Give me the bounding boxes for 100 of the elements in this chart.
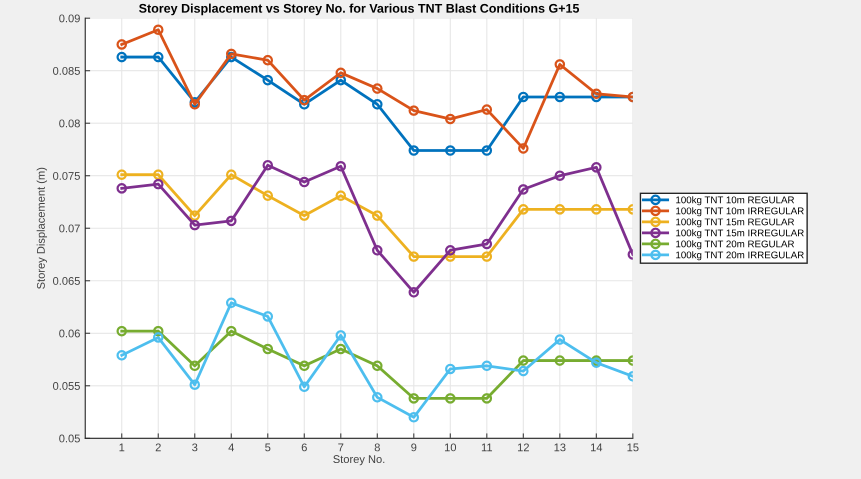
x-tick-label: 8: [374, 443, 380, 452]
legend-label: 100kg TNT 20m IRREGULAR: [676, 251, 804, 260]
point: [554, 204, 566, 215]
x-tick-label: 14: [590, 444, 602, 452]
point: [336, 330, 346, 341]
point: [482, 360, 492, 372]
point: [408, 251, 420, 262]
point: [189, 99, 200, 110]
point: [299, 99, 310, 110]
point: [189, 220, 200, 230]
point: [226, 216, 237, 226]
point: [554, 170, 566, 182]
point: [372, 245, 383, 256]
point: [152, 169, 164, 180]
point: [445, 245, 456, 256]
point: [445, 145, 456, 156]
point: [591, 88, 602, 100]
point: [299, 176, 310, 188]
point: [554, 59, 566, 70]
legend-label: 100kg TNT 15m REGULAR: [676, 218, 794, 228]
y-tick-label: 0.06: [59, 330, 80, 338]
x-tick-label: 4: [228, 444, 234, 452]
point: [299, 382, 310, 392]
point: [408, 412, 420, 423]
y-tick-label: 0.085: [53, 66, 80, 75]
y-tick-label: 0.055: [53, 382, 80, 390]
point: [226, 48, 237, 60]
point: [116, 169, 128, 180]
point: [518, 92, 529, 102]
point: [262, 54, 274, 66]
point: [262, 74, 274, 86]
point: [482, 104, 492, 115]
point: [518, 355, 529, 366]
x-tick-label: 1: [120, 444, 124, 452]
point: [554, 355, 566, 366]
point: [445, 393, 456, 404]
point: [518, 204, 529, 215]
point: [482, 251, 492, 262]
x-tick-label: 11: [482, 444, 492, 452]
point: [336, 68, 346, 78]
point: [336, 74, 346, 86]
x-tick-label: 13: [554, 443, 566, 452]
point: [262, 344, 274, 354]
point: [226, 169, 237, 180]
legend-label: 100kg TNT 10m REGULAR: [676, 196, 794, 206]
x-axis-title: Storey No.: [333, 455, 384, 466]
point: [226, 326, 237, 336]
point: [116, 326, 128, 336]
legend-label: 100kg TNT 15m IRREGULAR: [676, 229, 804, 238]
point: [591, 204, 602, 215]
point: [372, 99, 383, 110]
x-tick-label: 5: [265, 444, 270, 452]
point: [336, 190, 346, 201]
point: [372, 210, 383, 221]
point: [372, 83, 383, 94]
point: [518, 184, 529, 195]
point: [372, 392, 383, 403]
point: [152, 326, 164, 336]
point: [189, 379, 200, 390]
point: [152, 52, 164, 62]
point: [336, 344, 346, 354]
point: [262, 190, 274, 201]
legend-label: 100kg TNT 10m IRREGULAR: [676, 207, 804, 216]
point: [591, 92, 602, 102]
y-tick-label: 0.08: [59, 119, 80, 128]
point: [408, 105, 420, 116]
point: [116, 52, 128, 62]
x-tick-label: 2: [156, 443, 161, 452]
chart-title: Storey Displacement vs Storey No. for Various TNT Blast Conditions G+15: [139, 4, 580, 16]
point: [518, 143, 529, 154]
point: [299, 94, 310, 106]
y-tick-label: 0.09: [59, 14, 80, 22]
x-tick-label: 12: [518, 443, 529, 452]
legend-label: 100kg TNT 20m REGULAR: [676, 240, 794, 250]
point: [152, 178, 164, 190]
y-tick-label: 0.065: [53, 277, 80, 285]
x-tick-label: 15: [628, 444, 639, 452]
point: [226, 298, 237, 308]
point: [408, 393, 420, 404]
point: [482, 393, 492, 404]
point: [299, 360, 310, 372]
point: [445, 251, 456, 262]
point: [189, 360, 200, 372]
point: [152, 332, 164, 343]
x-tick-label: 9: [411, 443, 416, 452]
point: [336, 161, 346, 172]
point: [116, 183, 128, 194]
point: [554, 334, 566, 345]
x-tick-label: 3: [192, 443, 198, 452]
x-tick-label: 6: [302, 443, 307, 452]
point: [262, 160, 274, 171]
point: [408, 287, 420, 298]
point: [116, 39, 128, 50]
point: [189, 210, 200, 221]
point: [591, 162, 602, 173]
y-tick-label: 0.075: [53, 172, 80, 180]
y-tick-label: 0.07: [59, 224, 80, 232]
point: [372, 360, 383, 372]
x-tick-label: 10: [444, 443, 456, 452]
y-tick-label: 0.05: [59, 434, 80, 442]
